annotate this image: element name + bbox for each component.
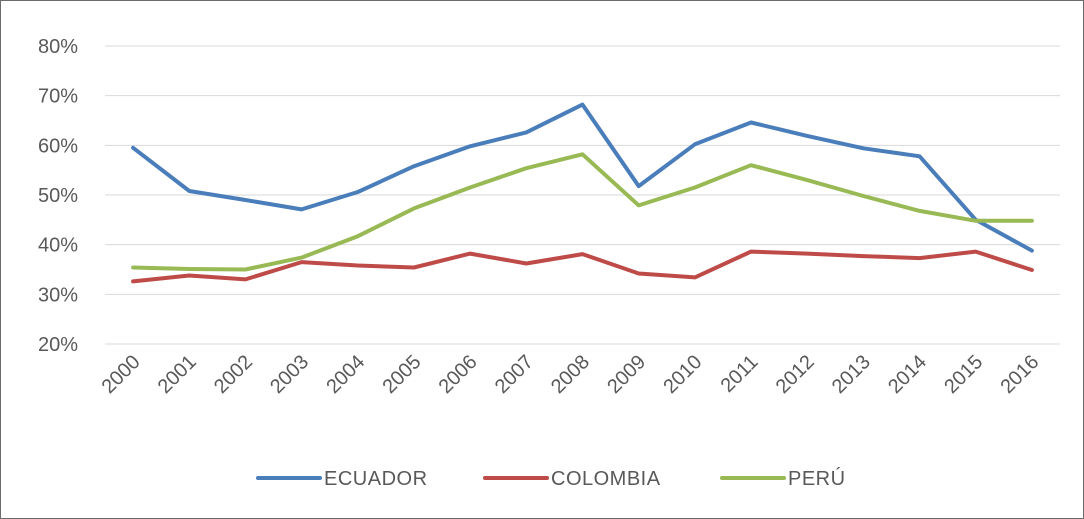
y-tick-label: 60%: [38, 135, 78, 157]
x-tick-label: 2008: [547, 351, 594, 398]
legend-label: ECUADOR: [324, 468, 428, 490]
x-tick-label: 2015: [940, 351, 987, 398]
x-axis-tick-labels: 2000 2001 2002 2003 2004 2005 2006 2007 2008 2009…: [98, 351, 1044, 398]
x-tick-label: 2010: [659, 351, 706, 398]
y-tick-label: 20%: [38, 334, 78, 356]
gridlines: [105, 46, 1060, 344]
legend-label: COLOMBIA: [551, 468, 661, 490]
y-tick-label: 30%: [38, 284, 78, 306]
x-tick-label: 2012: [772, 351, 819, 398]
x-tick-label: 2007: [491, 351, 538, 398]
series-lines: [133, 105, 1032, 282]
x-tick-label: 2011: [717, 351, 763, 397]
legend-label: PERÚ: [788, 467, 846, 490]
x-tick-label: 2016: [996, 351, 1043, 398]
y-tick-label: 70%: [38, 86, 78, 108]
x-tick-label: 2014: [884, 351, 931, 398]
x-tick-label: 2009: [603, 351, 650, 398]
legend: ECUADOR COLOMBIA PERÚ: [258, 467, 846, 490]
y-tick-label: 80%: [38, 36, 78, 58]
x-tick-label: 2005: [378, 351, 425, 398]
series-line-ecuador: [133, 105, 1032, 251]
x-tick-label: 2013: [828, 351, 875, 398]
legend-item: ECUADOR: [258, 468, 428, 490]
legend-item: COLOMBIA: [485, 468, 661, 490]
x-tick-label: 2003: [266, 351, 313, 398]
x-tick-label: 2001: [154, 351, 201, 398]
x-tick-label: 2002: [210, 351, 257, 398]
x-tick-label: 2004: [322, 351, 369, 398]
x-tick-label: 2000: [98, 351, 145, 398]
legend-item: PERÚ: [722, 467, 846, 490]
y-tick-label: 40%: [38, 235, 78, 257]
y-tick-label: 50%: [38, 185, 78, 207]
y-axis-tick-labels: 20% 30% 40% 50% 60% 70% 80%: [38, 36, 78, 356]
x-tick-label: 2006: [435, 351, 482, 398]
